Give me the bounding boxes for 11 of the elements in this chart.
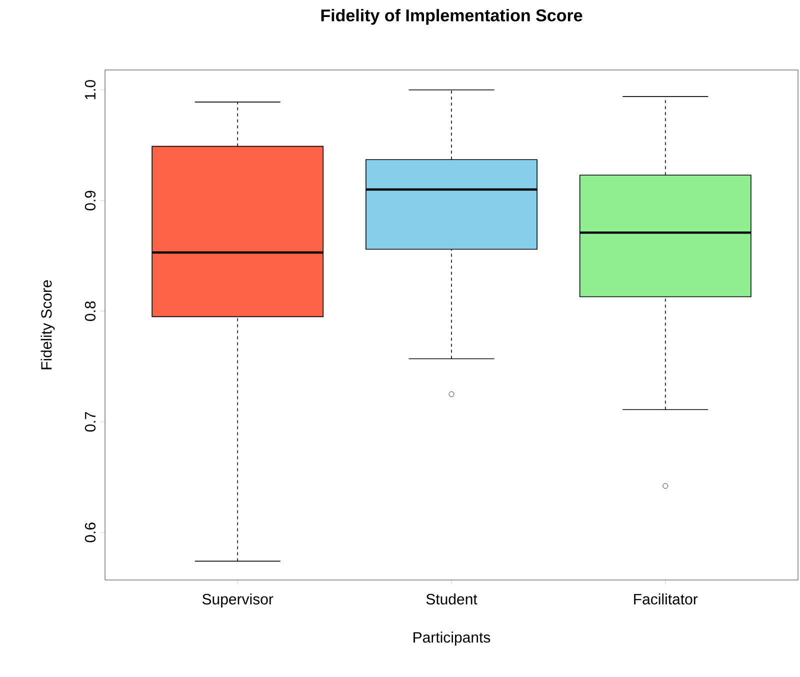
y-tick-label: 0.8 — [84, 301, 96, 322]
y-tick-label: 1.0 — [84, 80, 96, 100]
x-axis-title: Participants — [414, 632, 490, 646]
x-tick-label: Student — [426, 593, 478, 604]
x-tick-label: Facilitator — [634, 593, 698, 604]
y-axis-title: Fidelity Score — [40, 280, 55, 370]
y-tick-label: 0.6 — [84, 522, 96, 542]
y-tick-label: 0.7 — [84, 412, 96, 432]
y-tick-label: 0.9 — [84, 190, 96, 210]
chart-title: Fidelity of Implementation Score — [321, 8, 582, 25]
x-tick-label: Supervisor — [202, 593, 274, 608]
